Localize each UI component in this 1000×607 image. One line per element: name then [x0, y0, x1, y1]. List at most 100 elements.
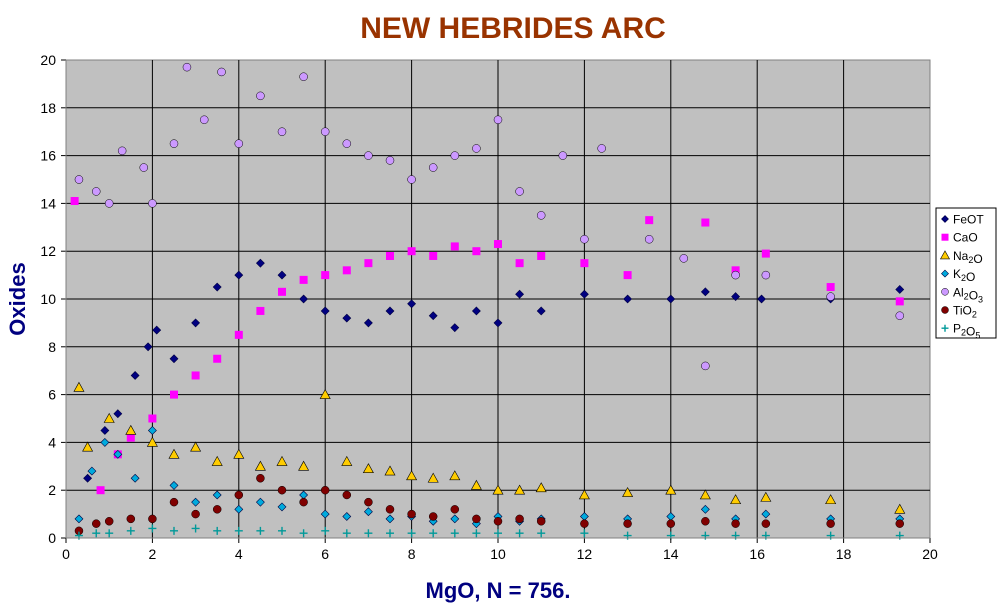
legend-marker-na2o — [939, 250, 951, 260]
point-feot — [255, 258, 265, 268]
point-feot — [83, 473, 93, 483]
point-k2o — [212, 490, 222, 500]
y-tick-label: 20 — [40, 52, 56, 68]
point-feot — [212, 282, 222, 292]
point-cao — [731, 266, 740, 275]
point-p2o5 — [580, 529, 589, 538]
point-cao — [515, 259, 524, 268]
point-tio2 — [536, 517, 546, 526]
point-na2o — [427, 472, 439, 483]
point-p2o5 — [92, 529, 101, 538]
point-cao — [234, 330, 243, 339]
point-p2o5 — [342, 529, 351, 538]
y-axis-label: Oxides — [5, 262, 30, 335]
y-tick-label: 12 — [40, 243, 56, 259]
point-na2o — [341, 455, 353, 466]
point-p2o5 — [278, 526, 286, 535]
x-tick-label: 0 — [62, 546, 70, 562]
legend-marker-al2o3 — [941, 288, 949, 296]
point-tio2 — [126, 514, 136, 524]
point-al2o3 — [104, 199, 114, 208]
point-al2o3 — [148, 199, 157, 208]
point-p2o5 — [472, 529, 481, 538]
point-p2o5 — [537, 529, 546, 538]
point-p2o5 — [407, 529, 416, 538]
point-feot — [428, 311, 438, 321]
point-k2o — [342, 512, 352, 521]
point-na2o — [622, 486, 634, 497]
point-cao — [701, 218, 710, 227]
point-tio2 — [342, 490, 352, 500]
point-p2o5 — [170, 526, 178, 535]
point-cao — [256, 306, 265, 315]
point-p2o5 — [105, 529, 114, 538]
point-na2o — [82, 441, 94, 452]
point-feot — [493, 318, 503, 328]
point-na2o — [276, 455, 288, 466]
point-k2o — [130, 473, 140, 483]
y-tick-label: 14 — [40, 195, 56, 211]
point-na2o — [384, 465, 396, 476]
point-tio2 — [472, 514, 481, 524]
y-tick-label: 16 — [40, 148, 56, 164]
legend-marker-tio2 — [941, 306, 949, 314]
point-k2o — [761, 509, 771, 519]
point-cao — [148, 414, 157, 423]
point-cao — [580, 259, 589, 268]
x-tick-label: 10 — [490, 546, 506, 562]
legend-label-p2o5: P2O5 — [953, 322, 980, 341]
point-feot — [731, 292, 741, 302]
point-na2o — [254, 460, 266, 471]
point-na2o — [894, 503, 906, 514]
point-na2o — [470, 479, 482, 490]
point-p2o5 — [213, 526, 222, 535]
point-feot — [471, 306, 481, 316]
point-al2o3 — [597, 144, 606, 153]
point-tio2 — [580, 519, 589, 528]
point-na2o — [298, 460, 310, 471]
point-al2o3 — [761, 270, 771, 280]
point-cao — [450, 242, 459, 251]
point-k2o — [100, 437, 110, 447]
point-feot — [385, 306, 395, 316]
point-tio2 — [701, 517, 710, 526]
point-feot — [700, 287, 710, 297]
legend-label-k2o: K2O — [953, 267, 975, 284]
point-tio2 — [169, 497, 179, 507]
legend-marker-k2o — [941, 269, 949, 278]
point-tio2 — [666, 519, 676, 528]
point-cao — [213, 354, 222, 363]
point-al2o3 — [895, 311, 905, 320]
point-al2o3 — [644, 235, 654, 244]
point-na2o — [190, 441, 202, 452]
point-cao — [126, 433, 135, 442]
point-na2o — [449, 470, 461, 481]
point-p2o5 — [429, 529, 438, 538]
point-p2o5 — [494, 529, 502, 538]
point-k2o — [385, 514, 395, 524]
point-al2o3 — [320, 127, 330, 136]
point-feot — [895, 285, 905, 294]
point-k2o — [700, 504, 710, 514]
point-cao — [407, 247, 416, 256]
point-cao — [321, 271, 330, 280]
point-feot — [191, 318, 201, 328]
point-al2o3 — [199, 115, 209, 124]
point-al2o3 — [558, 151, 568, 160]
point-feot — [515, 289, 525, 299]
point-na2o — [514, 484, 526, 495]
point-feot — [169, 354, 179, 364]
point-feot — [623, 294, 633, 304]
point-p2o5 — [450, 529, 459, 538]
point-al2o3 — [428, 163, 438, 172]
x-tick-label: 20 — [922, 546, 938, 562]
point-tio2 — [148, 514, 157, 524]
point-k2o — [169, 480, 179, 490]
point-tio2 — [623, 519, 632, 528]
point-cao — [364, 259, 373, 268]
point-feot — [234, 270, 244, 280]
point-na2o — [168, 448, 180, 459]
point-p2o5 — [299, 529, 308, 538]
point-al2o3 — [256, 91, 265, 101]
